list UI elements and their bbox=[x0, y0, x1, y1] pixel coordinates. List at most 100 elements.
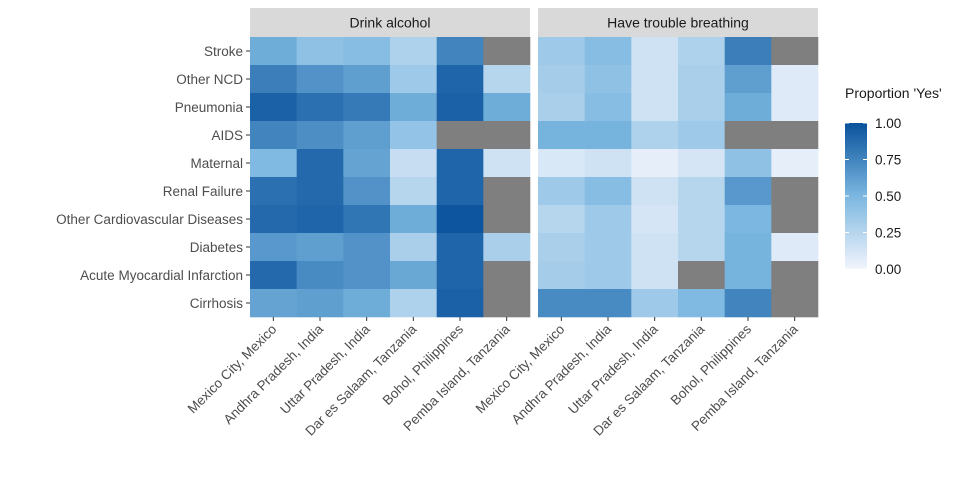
heatmap-cell-aids-pemba-island-tanzania: NA bbox=[771, 121, 819, 150]
x-tick-label: Uttar Pradesh, India bbox=[277, 321, 373, 417]
y-tick-label: Other Cardiovascular Diseases bbox=[56, 212, 243, 227]
heatmap-cell-acute-myocardial-infarction-mexico-city-mexico: 0.88 bbox=[250, 261, 297, 290]
heatmap-cell-renal-failure-andhra-pradesh-india: 0.45 bbox=[584, 177, 632, 206]
heatmap-cell-renal-failure-bohol-philippines: 0.65 bbox=[724, 177, 772, 206]
panel-title: Have trouble breathing bbox=[607, 15, 749, 31]
heatmap-cell-diabetes-bohol-philippines: 0.52 bbox=[724, 233, 772, 262]
heatmap-cell-pneumonia-uttar-pradesh-india: 0.15 bbox=[631, 93, 679, 122]
x-tick-label: Bohol, Philippines bbox=[668, 321, 755, 408]
panel-have-trouble-breathing: Have trouble breathing0.350.450.150.280.… bbox=[538, 8, 819, 318]
legend-tick-label: 0.75 bbox=[875, 153, 901, 168]
heatmap-cell-pneumonia-uttar-pradesh-india: 0.80 bbox=[343, 93, 391, 122]
heatmap-cell-other-ncd-bohol-philippines: 0.90 bbox=[436, 65, 484, 94]
heatmap-cell-diabetes-dar-es-salaam-tanzania: 0.30 bbox=[390, 233, 437, 262]
heatmap-cell-other-cardiovascular-diseases-pemba-island-tanzania: NA bbox=[771, 205, 819, 234]
heatmap-cell-acute-myocardial-infarction-dar-es-salaam-tanzania: NA bbox=[678, 261, 725, 290]
y-tick-label: AIDS bbox=[211, 128, 243, 143]
heatmap-cell-cirrhosis-uttar-pradesh-india: 0.55 bbox=[343, 289, 391, 318]
heatmap-cell-cirrhosis-dar-es-salaam-tanzania: 0.28 bbox=[390, 289, 437, 318]
x-tick-label: Bohol, Philippines bbox=[380, 321, 467, 408]
heatmap-cell-other-cardiovascular-diseases-uttar-pradesh-india: 0.82 bbox=[343, 205, 391, 234]
heatmap-cell-acute-myocardial-infarction-andhra-pradesh-india: 0.35 bbox=[584, 261, 632, 290]
heatmap-cell-other-ncd-mexico-city-mexico: 0.78 bbox=[250, 65, 297, 94]
heatmap-cell-renal-failure-uttar-pradesh-india: 0.15 bbox=[631, 177, 679, 206]
heatmap-cell-maternal-uttar-pradesh-india: 0.05 bbox=[631, 149, 679, 178]
heatmap-cell-other-cardiovascular-diseases-andhra-pradesh-india: 0.35 bbox=[584, 205, 632, 234]
heatmap-cell-acute-myocardial-infarction-pemba-island-tanzania: NA bbox=[483, 261, 531, 290]
heatmap-cell-stroke-andhra-pradesh-india: 0.42 bbox=[296, 37, 344, 66]
heatmap-cell-stroke-bohol-philippines: 0.75 bbox=[436, 37, 484, 66]
heatmap-cell-cirrhosis-uttar-pradesh-india: 0.35 bbox=[631, 289, 679, 318]
heatmap-cell-stroke-pemba-island-tanzania: NA bbox=[483, 37, 531, 66]
heatmap-cell-aids-andhra-pradesh-india: 0.52 bbox=[584, 121, 632, 150]
heatmap-cell-renal-failure-bohol-philippines: 0.90 bbox=[436, 177, 484, 206]
heatmap-cell-acute-myocardial-infarction-mexico-city-mexico: 0.32 bbox=[538, 261, 585, 290]
heatmap-cell-diabetes-andhra-pradesh-india: 0.35 bbox=[584, 233, 632, 262]
heatmap-cell-diabetes-mexico-city-mexico: 0.65 bbox=[250, 233, 297, 262]
heatmap-cell-stroke-pemba-island-tanzania: NA bbox=[771, 37, 819, 66]
legend-colorbar bbox=[845, 123, 867, 269]
legend: Proportion 'Yes' 1.00 0.75 0.50 0.25 0.00 bbox=[845, 85, 942, 277]
heatmap-cell-cirrhosis-pemba-island-tanzania: NA bbox=[483, 289, 531, 318]
heatmap-cell-renal-failure-dar-es-salaam-tanzania: 0.25 bbox=[678, 177, 725, 206]
heatmap-cell-maternal-bohol-philippines: 0.90 bbox=[436, 149, 484, 178]
heatmap-cell-renal-failure-dar-es-salaam-tanzania: 0.25 bbox=[390, 177, 437, 206]
heatmap-cell-acute-myocardial-infarction-dar-es-salaam-tanzania: 0.58 bbox=[390, 261, 437, 290]
heatmap-cell-maternal-pemba-island-tanzania: 0.15 bbox=[483, 149, 531, 178]
heatmap-cell-other-ncd-dar-es-salaam-tanzania: 0.35 bbox=[390, 65, 437, 94]
heatmap-cell-maternal-dar-es-salaam-tanzania: 0.18 bbox=[390, 149, 437, 178]
heatmap-cell-acute-myocardial-infarction-pemba-island-tanzania: NA bbox=[771, 261, 819, 290]
heatmap-cell-diabetes-uttar-pradesh-india: 0.15 bbox=[631, 233, 679, 262]
panel-strip bbox=[250, 8, 530, 37]
heatmap-cell-cirrhosis-bohol-philippines: 0.75 bbox=[724, 289, 772, 318]
heatmap-cell-pneumonia-pemba-island-tanzania: 0.55 bbox=[483, 93, 531, 122]
heatmap-cell-maternal-andhra-pradesh-india: 0.88 bbox=[296, 149, 344, 178]
legend-ticks: 1.00 0.75 0.50 0.25 0.00 bbox=[845, 116, 901, 277]
heatmap-cell-aids-uttar-pradesh-india: 0.62 bbox=[343, 121, 391, 150]
heatmap-cell-other-cardiovascular-diseases-bohol-philippines: 0.50 bbox=[724, 205, 772, 234]
heatmap-cell-acute-myocardial-infarction-uttar-pradesh-india: 0.68 bbox=[343, 261, 391, 290]
y-tick-label: Acute Myocardial Infarction bbox=[80, 268, 243, 283]
heatmap-cell-aids-mexico-city-mexico: 0.52 bbox=[538, 121, 585, 150]
legend-tick-label: 1.00 bbox=[875, 116, 901, 131]
heatmap-cell-diabetes-mexico-city-mexico: 0.30 bbox=[538, 233, 585, 262]
heatmap-cell-cirrhosis-mexico-city-mexico: 0.72 bbox=[538, 289, 585, 318]
heatmap-cell-diabetes-andhra-pradesh-india: 0.62 bbox=[296, 233, 344, 262]
heatmap-cell-acute-myocardial-infarction-uttar-pradesh-india: 0.15 bbox=[631, 261, 679, 290]
y-tick-label: Stroke bbox=[204, 44, 243, 59]
heatmap-cell-acute-myocardial-infarction-bohol-philippines: 0.52 bbox=[724, 261, 772, 290]
heatmap-cell-renal-failure-pemba-island-tanzania: NA bbox=[483, 177, 531, 206]
heatmap-cell-cirrhosis-bohol-philippines: 0.92 bbox=[436, 289, 484, 318]
heatmap-cell-pneumonia-pemba-island-tanzania: 0.08 bbox=[771, 93, 819, 122]
heatmap-cell-maternal-mexico-city-mexico: 0.10 bbox=[538, 149, 585, 178]
heatmap-cell-diabetes-bohol-philippines: 0.90 bbox=[436, 233, 484, 262]
heatmap-cell-cirrhosis-andhra-pradesh-india: 0.72 bbox=[584, 289, 632, 318]
x-tick-label: Uttar Pradesh, India bbox=[565, 321, 661, 417]
heatmap-cell-aids-pemba-island-tanzania: NA bbox=[483, 121, 531, 150]
panels-layer: Drink alcohol0.550.420.450.280.75NA0.780… bbox=[250, 8, 819, 318]
heatmap-cell-stroke-andhra-pradesh-india: 0.45 bbox=[584, 37, 632, 66]
heatmap-cell-other-ncd-uttar-pradesh-india: 0.62 bbox=[343, 65, 391, 94]
y-tick-label: Other NCD bbox=[176, 72, 243, 87]
heatmap-cell-other-ncd-andhra-pradesh-india: 0.42 bbox=[584, 65, 632, 94]
heatmap-cell-maternal-uttar-pradesh-india: 0.60 bbox=[343, 149, 391, 178]
heatmap-cell-renal-failure-uttar-pradesh-india: 0.68 bbox=[343, 177, 391, 206]
heatmap-cell-cirrhosis-mexico-city-mexico: 0.60 bbox=[250, 289, 297, 318]
heatmap-cell-stroke-dar-es-salaam-tanzania: 0.28 bbox=[678, 37, 725, 66]
heatmap-cell-renal-failure-mexico-city-mexico: 0.85 bbox=[250, 177, 297, 206]
row-labels: Stroke Other NCD Pneumonia AIDS Maternal Rena… bbox=[56, 44, 250, 311]
heatmap-cell-other-ncd-andhra-pradesh-india: 0.68 bbox=[296, 65, 344, 94]
legend-tick-label: 0.00 bbox=[875, 262, 901, 277]
heatmap-cell-maternal-andhra-pradesh-india: 0.15 bbox=[584, 149, 632, 178]
heatmap-cell-other-cardiovascular-diseases-mexico-city-mexico: 0.88 bbox=[250, 205, 297, 234]
heatmap-cell-aids-bohol-philippines: NA bbox=[436, 121, 484, 150]
heatmap-cell-renal-failure-pemba-island-tanzania: NA bbox=[771, 177, 819, 206]
y-tick-label: Cirrhosis bbox=[190, 296, 244, 311]
heatmap-cell-stroke-mexico-city-mexico: 0.55 bbox=[250, 37, 297, 66]
heatmap-cell-stroke-dar-es-salaam-tanzania: 0.28 bbox=[390, 37, 437, 66]
heatmap-cell-pneumonia-andhra-pradesh-india: 0.45 bbox=[584, 93, 632, 122]
heatmap-cell-other-cardiovascular-diseases-bohol-philippines: 0.98 bbox=[436, 205, 484, 234]
heatmap-cell-diabetes-uttar-pradesh-india: 0.68 bbox=[343, 233, 391, 262]
